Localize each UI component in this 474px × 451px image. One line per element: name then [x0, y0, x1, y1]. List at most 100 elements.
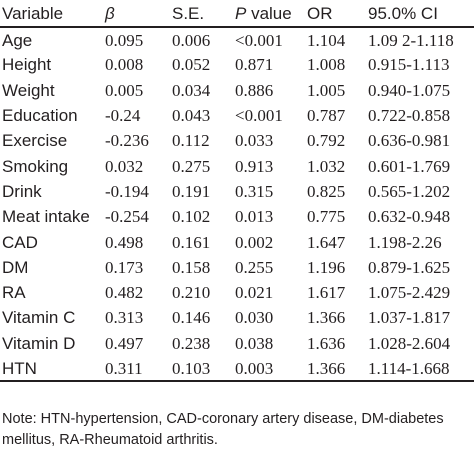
p-value-cell: 0.038 — [235, 333, 274, 353]
or-cell: 1.005 — [307, 80, 346, 100]
p-value-cell: <0.001 — [235, 30, 283, 50]
variable-cell: RA — [2, 283, 26, 303]
ci-cell: 1.037-1.817 — [368, 308, 451, 328]
se-cell: 0.275 — [172, 156, 211, 176]
ci-cell: 0.940-1.075 — [368, 80, 451, 100]
ci-cell: 0.879-1.625 — [368, 257, 451, 277]
table-row: Meat intake -0.254 0.102 0.013 0.775 0.632-0.… — [0, 204, 474, 229]
se-cell: 0.112 — [172, 131, 210, 151]
beta-cell: -0.236 — [105, 131, 149, 151]
or-cell: 1.196 — [307, 257, 346, 277]
or-cell: 0.787 — [307, 106, 346, 126]
p-value-cell: 0.886 — [235, 80, 274, 100]
header-row: Variable β S.E. P value OR 95.0% CI — [0, 0, 474, 28]
table-row: Height 0.008 0.052 0.871 1.008 0.915-1.113 — [0, 52, 474, 77]
beta-cell: 0.311 — [103, 355, 170, 383]
variable-cell: Exercise — [2, 131, 68, 151]
table-row: Drink -0.194 0.191 0.315 0.825 0.565-1.202 — [0, 179, 474, 204]
se-cell: 0.238 — [172, 333, 211, 353]
beta-cell: 0.008 — [105, 55, 144, 75]
beta-cell: 0.173 — [105, 257, 144, 277]
beta-cell: 0.498 — [105, 232, 144, 252]
p-value-cell: 0.913 — [235, 156, 274, 176]
p-value-cell: 0.002 — [235, 232, 274, 252]
variable-cell: Education — [2, 106, 78, 126]
se-cell: 0.191 — [172, 181, 211, 201]
or-cell: 0.775 — [307, 207, 346, 227]
p-value-cell: <0.001 — [235, 106, 283, 126]
ci-cell: 0.632-0.948 — [368, 207, 451, 227]
variable-cell: HTN — [0, 355, 103, 383]
p-value-cell: 0.871 — [235, 55, 274, 75]
se-cell: 0.103 — [170, 355, 233, 383]
se-cell: 0.034 — [172, 80, 211, 100]
variable-cell: Smoking — [2, 156, 69, 176]
se-cell: 0.210 — [172, 283, 211, 303]
p-value-cell: 0.013 — [235, 207, 274, 227]
beta-cell: 0.497 — [105, 333, 144, 353]
or-cell: 1.366 — [305, 355, 366, 383]
beta-cell: 0.313 — [105, 308, 144, 328]
ci-cell: 1.114-1.668 — [366, 355, 474, 383]
table-row: Smoking 0.032 0.275 0.913 1.032 0.601-1.769 — [0, 153, 474, 178]
table-header: Variable β S.E. P value OR 95.0% CI — [0, 0, 474, 28]
se-cell: 0.102 — [172, 207, 211, 227]
table-row: HTN 0.311 0.103 0.003 1.366 1.114-1.668 — [0, 355, 474, 383]
header-se: S.E. — [170, 0, 233, 28]
p-value-cell: 0.033 — [235, 131, 274, 151]
se-cell: 0.161 — [172, 232, 211, 252]
variable-cell: Weight — [2, 80, 55, 100]
header-p-suffix: value — [246, 3, 292, 23]
beta-cell: 0.095 — [105, 30, 144, 50]
header-or: OR — [305, 0, 366, 28]
table-row: Education -0.24 0.043 <0.001 0.787 0.722-0.85… — [0, 103, 474, 128]
variable-cell: DM — [2, 257, 29, 277]
ci-cell: 1.198-2.26 — [368, 232, 442, 252]
or-cell: 1.636 — [307, 333, 346, 353]
beta-cell: -0.254 — [105, 207, 149, 227]
header-ci: 95.0% CI — [366, 0, 474, 28]
ci-cell: 0.915-1.113 — [368, 55, 450, 75]
table-row: RA 0.482 0.210 0.021 1.617 1.075-2.429 — [0, 280, 474, 305]
ci-cell: 0.565-1.202 — [368, 181, 451, 201]
se-cell: 0.158 — [172, 257, 211, 277]
header-variable: Variable — [0, 0, 103, 28]
se-cell: 0.146 — [172, 308, 211, 328]
ci-cell: 0.601-1.769 — [368, 156, 451, 176]
beta-cell: -0.24 — [105, 106, 141, 126]
table-row: Age 0.095 0.006 <0.001 1.104 1.09 2-1.118 — [0, 27, 474, 52]
or-cell: 1.366 — [307, 308, 346, 328]
ci-cell: 0.722-0.858 — [368, 106, 451, 126]
variable-cell: Height — [2, 55, 52, 75]
beta-cell: 0.482 — [105, 283, 144, 303]
ci-cell: 1.09 2-1.118 — [368, 30, 454, 50]
table-footnote: Note: HTN-hypertension, CAD-coronary art… — [2, 411, 444, 448]
p-value-cell: 0.315 — [235, 181, 274, 201]
table-row: CAD 0.498 0.161 0.002 1.647 1.198-2.26 — [0, 229, 474, 254]
variable-cell: CAD — [2, 232, 38, 252]
or-cell: 1.617 — [307, 283, 346, 303]
header-p-value: P value — [233, 0, 305, 28]
variable-cell: Drink — [2, 181, 42, 201]
table-row: DM 0.173 0.158 0.255 1.196 0.879-1.625 — [0, 255, 474, 280]
p-value-cell: 0.255 — [235, 257, 274, 277]
variable-cell: Meat intake — [2, 207, 90, 227]
se-cell: 0.006 — [172, 30, 211, 50]
or-cell: 1.104 — [307, 30, 346, 50]
table-row: Vitamin C 0.313 0.146 0.030 1.366 1.037-1.817 — [0, 305, 474, 330]
regression-table-container: Variable β S.E. P value OR 95.0% CI Age 0… — [0, 0, 474, 383]
beta-cell: 0.005 — [105, 80, 144, 100]
variable-cell: Vitamin C — [2, 308, 76, 328]
ci-cell: 0.636-0.981 — [368, 131, 451, 151]
beta-cell: -0.194 — [105, 181, 149, 201]
regression-table: Variable β S.E. P value OR 95.0% CI Age 0… — [0, 0, 474, 383]
p-value-cell: 0.030 — [235, 308, 274, 328]
header-p-letter: P — [235, 3, 247, 23]
or-cell: 1.032 — [307, 156, 346, 176]
table-row: Exercise -0.236 0.112 0.033 0.792 0.636-0.981 — [0, 128, 474, 153]
or-cell: 1.008 — [307, 55, 346, 75]
p-value-cell: 0.021 — [235, 283, 274, 303]
table-body: Age 0.095 0.006 <0.001 1.104 1.09 2-1.118 Heig… — [0, 27, 474, 383]
table-row: Weight 0.005 0.034 0.886 1.005 0.940-1.075 — [0, 78, 474, 103]
beta-cell: 0.032 — [105, 156, 144, 176]
